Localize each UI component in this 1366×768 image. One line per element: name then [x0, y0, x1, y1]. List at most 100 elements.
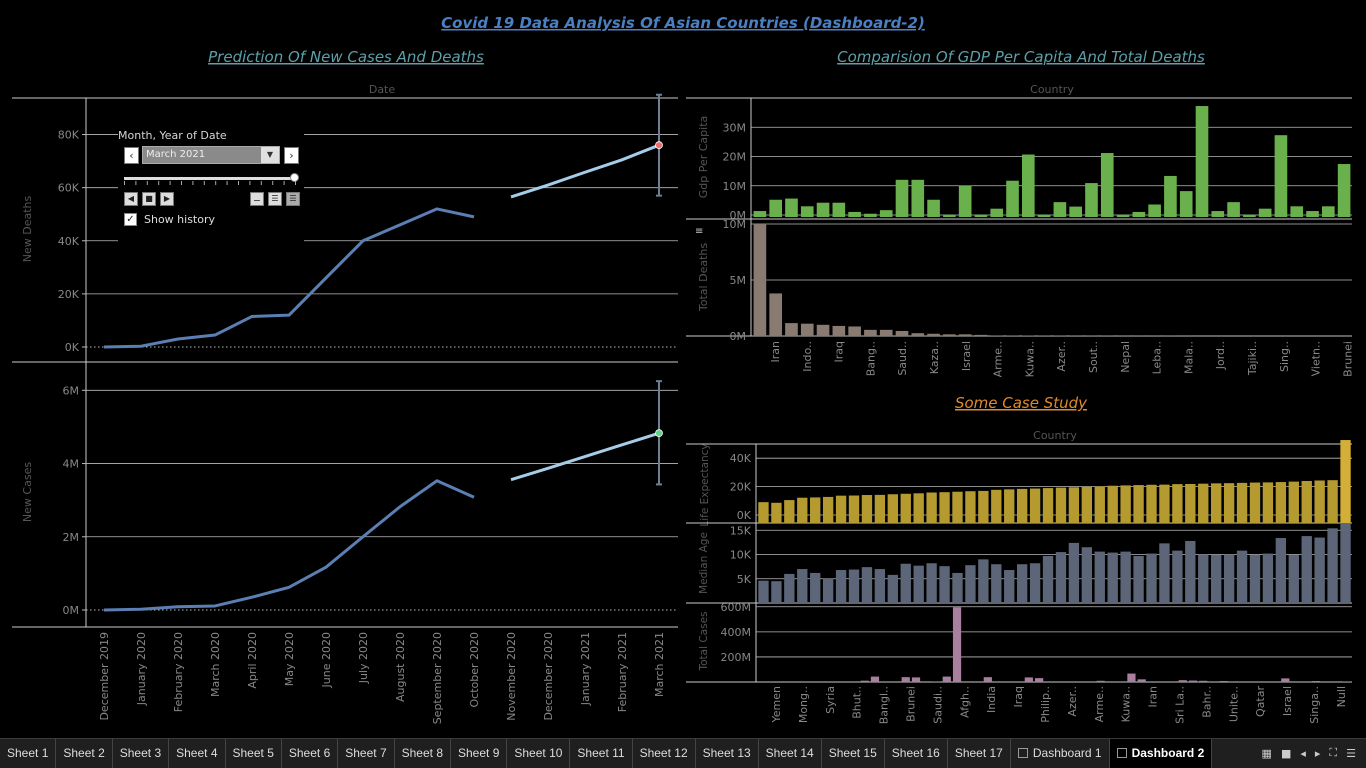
median-bar — [861, 567, 873, 603]
tab-sheet-17[interactable]: Sheet 17 — [948, 739, 1011, 768]
x-tick-label-country: Qatar — [1254, 686, 1267, 717]
deaths-tick-label: 60K — [58, 182, 80, 195]
single-view-icon[interactable]: ■ — [1280, 746, 1292, 760]
x-tick-label-month: December 2019 — [98, 632, 111, 721]
total-cases-bar — [901, 677, 910, 682]
deaths-tick-label: 20K — [58, 288, 80, 301]
tab-sheet-13[interactable]: Sheet 13 — [696, 739, 759, 768]
month-select[interactable]: March 2021 ▼ — [142, 146, 280, 164]
deaths-total-bar — [1006, 335, 1019, 336]
tab-sheet-2[interactable]: Sheet 2 — [56, 739, 113, 768]
tab-sheet-10[interactable]: Sheet 10 — [507, 739, 571, 768]
case-study-title: Some Case Study — [955, 394, 1088, 412]
tab-sheet-3[interactable]: Sheet 3 — [113, 739, 170, 768]
total-cases-bar — [1127, 673, 1136, 682]
life-bar — [978, 490, 989, 523]
x-tick-label-country: Nepal — [1119, 341, 1132, 373]
x-tick-label-country: Brunei — [1341, 341, 1354, 377]
prev-sheet-icon[interactable]: ◂ — [1300, 746, 1306, 760]
x-tick-label-month: June 2020 — [320, 632, 333, 688]
x-tick-label-country: Afgh.. — [958, 686, 971, 718]
tab-dashboard-1[interactable]: Dashboard 1 — [1011, 739, 1110, 768]
next-month-button[interactable]: › — [284, 147, 299, 164]
deaths-total-bar — [832, 325, 846, 336]
stop-icon[interactable]: ■ — [142, 192, 156, 206]
median-bar — [835, 570, 847, 603]
tab-sheet-6[interactable]: Sheet 6 — [282, 739, 339, 768]
tab-label: Sheet 11 — [577, 746, 625, 760]
median-age-axis-title: Median Age — [698, 532, 710, 594]
tab-label: Sheet 7 — [345, 746, 387, 760]
life-bar — [1146, 484, 1157, 523]
deaths-forecast-line — [510, 143, 660, 199]
tab-sheet-15[interactable]: Sheet 15 — [822, 739, 885, 768]
gdp-bar — [1022, 154, 1035, 217]
menu-icon[interactable]: ☰ — [1346, 746, 1356, 760]
tab-sheet-5[interactable]: Sheet 5 — [226, 739, 282, 768]
grid-view-icon[interactable]: ▦ — [1261, 746, 1272, 760]
tab-dashboard-2[interactable]: Dashboard 2 — [1109, 739, 1213, 768]
tab-sheet-12[interactable]: Sheet 12 — [633, 739, 696, 768]
life-tick-label: 20K — [730, 481, 752, 494]
tab-sheet-11[interactable]: Sheet 11 — [570, 739, 633, 768]
deaths-total-bar — [879, 329, 893, 336]
life-expectancy-axis-title: Life Expectancy — [699, 443, 711, 526]
tab-sheet-9[interactable]: Sheet 9 — [451, 739, 508, 768]
tab-label: Sheet 14 — [765, 746, 814, 760]
play-forward-icon[interactable]: ▶ — [160, 192, 174, 206]
gdp-bar — [1227, 202, 1240, 217]
speed-medium-icon[interactable]: ☰ — [268, 192, 282, 206]
prev-month-button[interactable]: ‹ — [124, 147, 139, 164]
x-tick-label-month: February 2020 — [172, 632, 185, 712]
x-tick-label-country: Unite.. — [1227, 686, 1240, 722]
median-bar — [1133, 555, 1144, 603]
tab-sheet-8[interactable]: Sheet 8 — [395, 739, 451, 768]
median-bar — [784, 573, 795, 603]
month-slider-handle[interactable] — [290, 173, 299, 182]
x-tick-label-country: Arme.. — [992, 341, 1005, 377]
gdp-tick-label: 0M — [730, 209, 747, 222]
median-bar — [1146, 553, 1157, 603]
show-history-checkbox[interactable]: ✓ — [124, 213, 137, 226]
x-tick-label-country: Yemen — [770, 686, 783, 724]
tab-sheet-1[interactable]: Sheet 1 — [0, 739, 57, 768]
x-tick-label-month: January 2021 — [579, 632, 592, 706]
total-cases-bar — [1342, 681, 1351, 682]
x-tick-label-month: November 2020 — [505, 632, 518, 721]
speed-slow-icon[interactable]: ⚊ — [250, 192, 264, 206]
next-sheet-icon[interactable]: ▸ — [1314, 746, 1321, 760]
month-slider-track[interactable] — [124, 177, 296, 180]
x-tick-label-country: Jord.. — [1214, 341, 1227, 370]
fullscreen-icon[interactable]: ⛶ — [1329, 746, 1338, 759]
speed-fast-icon[interactable]: ☰ — [286, 192, 300, 206]
median-bar — [926, 563, 937, 603]
total-cases-bar — [1311, 681, 1321, 682]
median-bar — [1314, 537, 1325, 603]
total-cases-axis-title: Total Cases — [698, 611, 710, 671]
life-bar — [1120, 485, 1131, 523]
total-cases-bar — [1188, 680, 1198, 682]
median-bar — [913, 565, 924, 603]
cases-tick-label: 2M — [63, 531, 80, 544]
median-bar — [1004, 570, 1015, 603]
cases-tick-label: 6M — [63, 384, 80, 397]
total-cases-bar — [870, 676, 880, 682]
chevron-down-icon[interactable]: ▼ — [261, 147, 279, 163]
play-backward-icon[interactable]: ◀ — [124, 192, 138, 206]
tab-sheet-16[interactable]: Sheet 16 — [885, 739, 948, 768]
median-bar — [1016, 564, 1028, 603]
life-bar — [1107, 485, 1118, 523]
x-tick-label-country: Kuwa.. — [1120, 686, 1133, 722]
x-tick-label-country: Kaza.. — [928, 341, 941, 374]
tab-sheet-4[interactable]: Sheet 4 — [169, 739, 226, 768]
tab-sheet-7[interactable]: Sheet 7 — [338, 739, 395, 768]
median-bar — [1120, 551, 1131, 603]
life-bar — [1172, 484, 1183, 523]
life-bar — [1327, 480, 1338, 523]
gdp-bar — [1195, 106, 1209, 217]
tab-sheet-14[interactable]: Sheet 14 — [759, 739, 822, 768]
life-bar — [1004, 489, 1015, 523]
x-tick-label-country: Bhut.. — [851, 686, 864, 719]
tab-label: Sheet 3 — [119, 746, 162, 760]
left-section-title: Prediction Of New Cases And Deaths — [208, 48, 484, 66]
